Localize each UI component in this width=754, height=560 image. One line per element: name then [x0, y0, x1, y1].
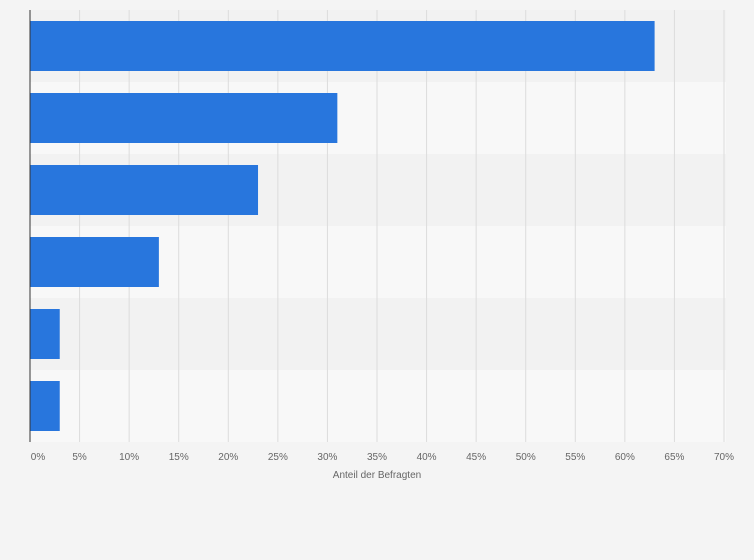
- x-tick-label: 40%: [417, 452, 437, 463]
- gridlines: [79, 10, 725, 442]
- bar: [30, 309, 60, 359]
- x-tick-label: 20%: [218, 452, 238, 463]
- bar: [30, 165, 259, 215]
- bar: [30, 381, 60, 431]
- x-tick-label: 45%: [466, 452, 486, 463]
- x-tick-label: 15%: [169, 452, 189, 463]
- row-band: [30, 298, 726, 370]
- bar: [30, 237, 159, 287]
- x-tick-label: 50%: [516, 452, 536, 463]
- x-tick-label: 35%: [367, 452, 387, 463]
- x-axis-title: Anteil der Befragten: [333, 470, 421, 481]
- x-tick-label: 65%: [664, 452, 684, 463]
- x-tick-label: 0%: [31, 452, 46, 463]
- x-tick-label: 10%: [119, 452, 139, 463]
- x-tick-label: 55%: [565, 452, 585, 463]
- x-tick-labels: 0% 5% 10% 15% 20% 25% 30% 35% 40% 45% 50% 55% 60% 65%…: [31, 452, 734, 463]
- x-tick-label: 60%: [615, 452, 635, 463]
- row-bands: [30, 10, 726, 442]
- x-tick-label: 30%: [317, 452, 337, 463]
- row-band: [30, 370, 726, 442]
- x-tick-label: 25%: [268, 452, 288, 463]
- x-tick-label: 70%: [714, 452, 734, 463]
- x-tick-label: 5%: [72, 452, 87, 463]
- bar: [30, 21, 655, 71]
- bars: [30, 21, 655, 431]
- bar: [30, 93, 338, 143]
